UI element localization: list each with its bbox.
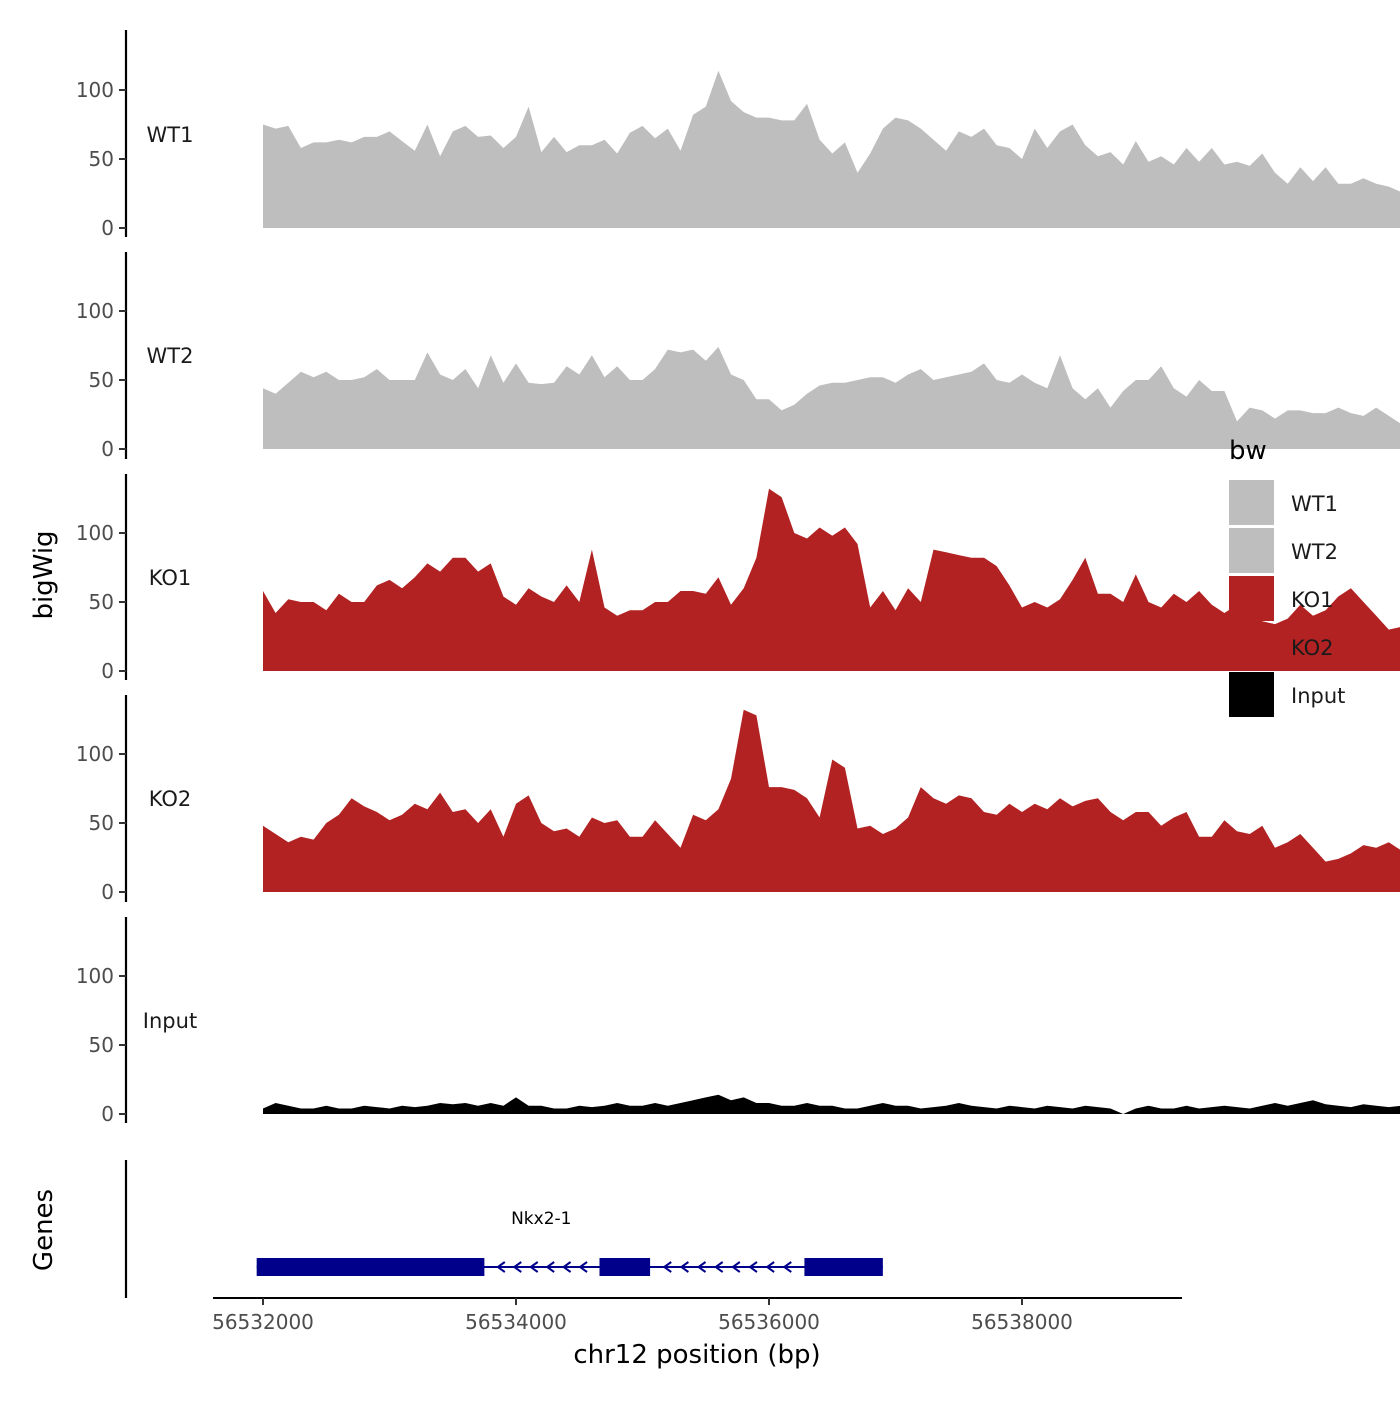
legend-title: bw — [1229, 436, 1267, 466]
area-wt1 — [263, 70, 1400, 228]
legend: bw WT1 WT2 KO1 KO2 Input — [1229, 436, 1345, 717]
x-tick-label: 56532000 — [212, 1310, 314, 1334]
genes-axis-title: Genes — [29, 1189, 59, 1271]
legend-label-wt2: WT2 — [1291, 540, 1338, 564]
x-axis-title: chr12 position (bp) — [573, 1340, 820, 1370]
y-tick-label: 50 — [89, 811, 114, 835]
genes-layer: Nkx2-1 — [124, 1160, 883, 1298]
track-wt2: 0 50 100 WT2 — [76, 252, 1400, 461]
y-tick-label: 0 — [101, 1102, 114, 1126]
y-tick-label: 50 — [89, 368, 114, 392]
strand-arrow — [696, 1261, 707, 1273]
y-axis-title: bigWig — [29, 530, 59, 619]
area-input — [263, 1094, 1400, 1114]
legend-label-wt1: WT1 — [1291, 492, 1338, 516]
y-tick-label: 100 — [76, 964, 114, 988]
y-tick-label: 0 — [101, 216, 114, 240]
y-tick-label: 100 — [76, 521, 114, 545]
strand-arrow — [512, 1261, 522, 1273]
y-tick-label: 50 — [89, 1033, 114, 1057]
track-label-ko1: KO1 — [149, 566, 192, 590]
legend-key-ko1 — [1229, 576, 1274, 621]
x-ticks: 56532000 56534000 56536000 56538000 — [212, 1298, 1073, 1334]
track-input: 0 50 100 Input — [76, 917, 1400, 1126]
y-tick-label: 0 — [101, 659, 114, 683]
track-label-wt2: WT2 — [147, 344, 194, 368]
x-tick-label: 56536000 — [718, 1310, 820, 1334]
strand-arrow — [496, 1261, 506, 1273]
strand-arrow — [545, 1261, 555, 1273]
legend-label-ko1: KO1 — [1291, 588, 1334, 612]
legend-key-ko2 — [1229, 624, 1274, 669]
gene-label: Nkx2-1 — [511, 1209, 571, 1229]
strand-arrow — [731, 1261, 741, 1273]
track-wt1: 0 50 100 WT1 — [76, 30, 1400, 240]
strand-arrow — [679, 1261, 689, 1273]
y-tick-label: 50 — [89, 147, 114, 171]
strand-arrow — [713, 1261, 724, 1273]
y-tick-label: 0 — [101, 437, 114, 461]
y-tick-label: 100 — [76, 742, 114, 766]
area-wt2 — [263, 346, 1400, 449]
x-tick-label: 56534000 — [465, 1310, 567, 1334]
x-axis: 56532000 56534000 56536000 56538000 — [212, 1297, 1182, 1334]
strand-arrow — [528, 1261, 539, 1273]
legend-items: WT1 WT2 KO1 KO2 Input — [1229, 480, 1345, 717]
strand-arrow — [748, 1261, 758, 1273]
strand-arrow — [662, 1261, 672, 1273]
y-tick-label: 0 — [101, 880, 114, 904]
x-tick-label: 56538000 — [971, 1310, 1073, 1334]
track-ko1: 0 50 100 KO1 — [76, 474, 1400, 683]
gene-nkx2-1: Nkx2-1 — [256, 1209, 883, 1276]
legend-key-wt1 — [1229, 480, 1274, 525]
y-tick-label: 100 — [76, 78, 114, 102]
track-label-wt1: WT1 — [147, 123, 194, 147]
strand-arrow — [782, 1261, 792, 1273]
area-ko2 — [263, 709, 1400, 892]
legend-key-input — [1229, 672, 1274, 717]
y-tick-label: 50 — [89, 590, 114, 614]
legend-label-ko2: KO2 — [1291, 636, 1334, 660]
area-ko1 — [263, 488, 1400, 671]
tracks-layer: 0 50 100 WT1 0 50 100 WT2 0 50 100 KO1 0 50 100 KO2 0 50 1… — [76, 30, 1400, 1126]
strand-arrow — [561, 1261, 572, 1273]
gene-exon — [256, 1258, 485, 1276]
gene-exon — [599, 1258, 651, 1276]
legend-key-wt2 — [1229, 528, 1274, 573]
gene-exon — [804, 1258, 883, 1276]
strand-arrow — [578, 1261, 588, 1273]
track-label-ko2: KO2 — [149, 787, 192, 811]
legend-label-input: Input — [1291, 684, 1345, 708]
strand-arrow — [765, 1261, 775, 1273]
y-tick-label: 100 — [76, 299, 114, 323]
track-ko2: 0 50 100 KO2 — [76, 695, 1400, 904]
track-label-input: Input — [143, 1009, 197, 1033]
